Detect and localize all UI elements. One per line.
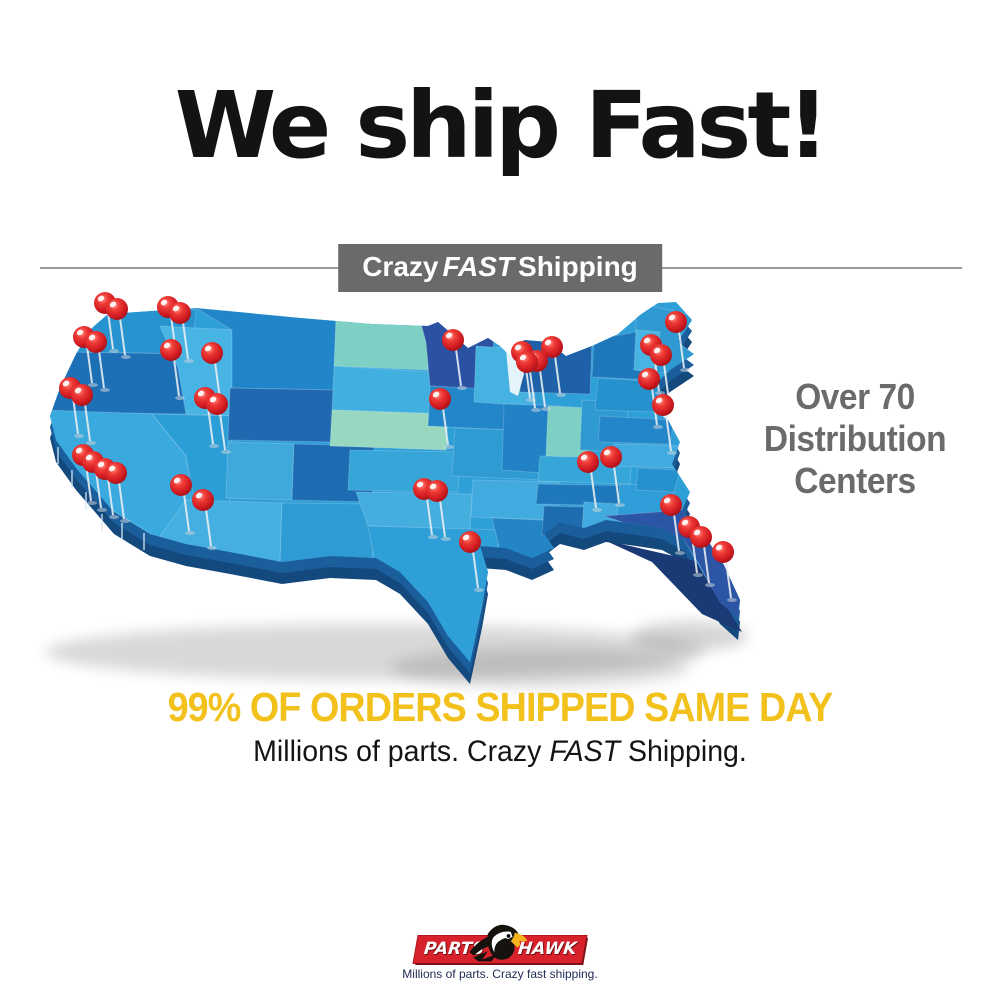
page-title: We ship Fast!: [174, 71, 830, 179]
distribution-pin: [541, 336, 566, 397]
distribution-pin: [652, 394, 677, 455]
state-shape: [635, 467, 681, 493]
state-shape: [597, 415, 675, 445]
distribution-pin: [577, 451, 602, 512]
state-shape: [329, 409, 449, 451]
distribution-pin: [170, 474, 195, 535]
subline-prefix: Millions of parts. Crazy: [253, 735, 550, 768]
distribution-pin: [638, 368, 663, 429]
distribution-pin: [169, 302, 194, 363]
distribution-pin: [429, 388, 454, 449]
coast-streaks: [57, 447, 145, 550]
distribution-pin: [690, 526, 715, 587]
distribution-caption: Over 70 Distribution Centers: [743, 376, 966, 502]
distribution-pin: [206, 393, 231, 454]
caption-line-2: Distribution: [763, 418, 947, 459]
map-ground-shadow: [45, 621, 748, 688]
distribution-pin: [105, 462, 130, 523]
subline-suffix: Shipping.: [620, 735, 747, 768]
distribution-pin: [650, 344, 675, 405]
pins-group: [59, 292, 737, 602]
distribution-pin: [106, 298, 131, 359]
shipping-badge: Crazy FAST Shipping: [338, 244, 662, 292]
badge-text-prefix: Crazy: [362, 251, 439, 282]
distribution-pin: [600, 446, 625, 507]
distribution-pin: [192, 489, 217, 550]
partshawk-logo: PARTS HAWK Millions of parts. Crazy fast…: [0, 918, 1000, 981]
badge-text-suffix: Shipping: [518, 251, 638, 282]
states-group: [50, 302, 740, 662]
map-extrusion: [50, 313, 742, 684]
distribution-pin: [426, 480, 451, 541]
distribution-pin: [665, 311, 690, 372]
state-shape: [227, 387, 337, 443]
distribution-pin: [660, 494, 685, 555]
same-day-banner: 99% OF ORDERS SHIPPED SAME DAY: [167, 684, 834, 730]
badge-text-emphasis: FAST: [442, 251, 515, 282]
florida-extrusion: [604, 540, 742, 632]
state-shape: [333, 319, 431, 371]
state-shape: [225, 441, 295, 501]
distribution-pin: [442, 329, 467, 390]
distribution-pin: [160, 339, 185, 400]
distribution-pin: [712, 541, 737, 602]
subline: Millions of parts. Crazy FAST Shipping.: [25, 735, 975, 769]
state-shape: [355, 491, 473, 531]
subline-emphasis: FAST: [549, 735, 621, 768]
hawk-head-icon: [468, 919, 530, 965]
distribution-pin: [516, 351, 541, 412]
state-shape: [331, 365, 437, 415]
logo-tagline: Millions of parts. Crazy fast shipping.: [402, 967, 598, 981]
distribution-pin: [71, 384, 96, 445]
caption-line-1: Over 70: [795, 376, 915, 417]
caption-line-3: Centers: [794, 460, 916, 501]
distribution-pin: [85, 331, 110, 392]
state-shape: [279, 502, 375, 565]
logo-banner: PARTS HAWK: [413, 924, 587, 963]
distribution-pin: [459, 531, 484, 592]
